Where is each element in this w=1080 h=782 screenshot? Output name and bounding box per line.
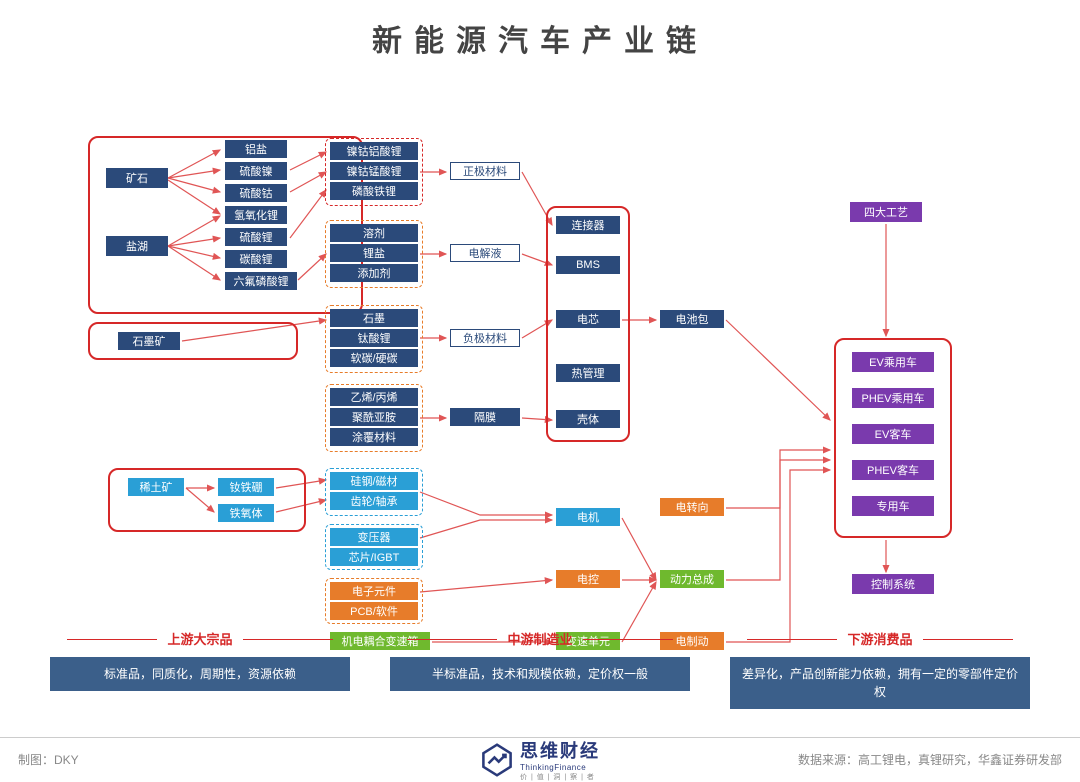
diagram-canvas: 矿石盐湖 铝盐硫酸镍硫酸钴氢氧化锂硫酸锂碳酸锂六氟磷酸锂 镍钴铝酸锂镍钴锰酸锂磷酸铁… — [0, 60, 1080, 660]
node-box: 电解液 — [450, 244, 520, 262]
arrow — [726, 320, 830, 420]
node-box: 聚酰亚胺 — [330, 408, 418, 426]
node-box: 涂覆材料 — [330, 428, 418, 446]
section-title: 上游大宗品 — [157, 629, 242, 648]
node-box: 石墨 — [330, 309, 418, 327]
brand: 思维财经 ThinkingFinance 价 | 值 | 洞 | 察 | 者 — [480, 737, 600, 782]
node-box: 钕铁硼 — [218, 478, 274, 496]
section-title: 中游制造业 — [497, 629, 582, 648]
node-box: 盐湖 — [106, 236, 168, 256]
node-box: EV客车 — [852, 424, 934, 444]
footer-right: 数据来源：高工锂电，真锂研究，华鑫证券研发部 — [798, 751, 1062, 768]
arrow — [726, 460, 830, 580]
node-box: 氢氧化锂 — [225, 206, 287, 224]
node-box: 六氟磷酸锂 — [225, 272, 297, 290]
footer-left: 制图：DKY — [18, 751, 79, 768]
node-box: 电芯 — [556, 310, 620, 328]
node-box: BMS — [556, 256, 620, 274]
node-box: 芯片/IGBT — [330, 548, 418, 566]
section-desc: 差异化，产品创新能力依赖，拥有一定的零部件定价权 — [730, 657, 1030, 709]
node-box: 电池包 — [660, 310, 724, 328]
arrow — [420, 520, 552, 538]
node-box: 齿轮/轴承 — [330, 492, 418, 510]
section: 中游制造业半标准品，技术和规模依赖，定价权一般 — [390, 629, 690, 709]
node-box: 矿石 — [106, 168, 168, 188]
node-box: EV乘用车 — [852, 352, 934, 372]
brand-cn: 思维财经 — [520, 737, 600, 763]
node-box: 专用车 — [852, 496, 934, 516]
node-box: 控制系统 — [852, 574, 934, 594]
arrow — [726, 450, 830, 508]
node-box: PCB/软件 — [330, 602, 418, 620]
sections-row: 上游大宗品标准品，同质化，周期性，资源依赖中游制造业半标准品，技术和规模依赖，定… — [0, 629, 1080, 709]
arrow — [726, 470, 830, 642]
node-box: 铝盐 — [225, 140, 287, 158]
section-desc: 半标准品，技术和规模依赖，定价权一般 — [390, 657, 690, 691]
node-box: 镍钴铝酸锂 — [330, 142, 418, 160]
section: 下游消费品差异化，产品创新能力依赖，拥有一定的零部件定价权 — [730, 629, 1030, 709]
arrow — [420, 492, 552, 515]
section-desc: 标准品，同质化，周期性，资源依赖 — [50, 657, 350, 691]
node-box: 乙烯/丙烯 — [330, 388, 418, 406]
node-box: 硫酸钴 — [225, 184, 287, 202]
node-box: 钛酸锂 — [330, 329, 418, 347]
node-box: 电子元件 — [330, 582, 418, 600]
footer: 制图：DKY 思维财经 ThinkingFinance 价 | 值 | 洞 | … — [0, 737, 1080, 781]
node-box: PHEV乘用车 — [852, 388, 934, 408]
node-box: 镍钴锰酸锂 — [330, 162, 418, 180]
node-box: 电转向 — [660, 498, 724, 516]
node-box: 软碳/硬碳 — [330, 349, 418, 367]
node-box: 硫酸镍 — [225, 162, 287, 180]
node-box: 铁氧体 — [218, 504, 274, 522]
node-box: 硫酸锂 — [225, 228, 287, 246]
arrow — [420, 580, 552, 592]
node-box: PHEV客车 — [852, 460, 934, 480]
node-box: 电控 — [556, 570, 620, 588]
node-box: 隔膜 — [450, 408, 520, 426]
node-box: 连接器 — [556, 216, 620, 234]
node-box: 磷酸铁锂 — [330, 182, 418, 200]
node-box: 锂盐 — [330, 244, 418, 262]
section: 上游大宗品标准品，同质化，周期性，资源依赖 — [50, 629, 350, 709]
node-box: 热管理 — [556, 364, 620, 382]
node-box: 稀土矿 — [128, 478, 184, 496]
section-title: 下游消费品 — [837, 629, 922, 648]
node-box: 变压器 — [330, 528, 418, 546]
brand-en: ThinkingFinance — [520, 763, 600, 772]
node-box: 正极材料 — [450, 162, 520, 180]
node-box: 壳体 — [556, 410, 620, 428]
node-box: 动力总成 — [660, 570, 724, 588]
brand-logo-icon — [480, 743, 514, 777]
node-box: 电机 — [556, 508, 620, 526]
node-box: 溶剂 — [330, 224, 418, 242]
page-title: 新能源汽车产业链 — [0, 0, 1080, 60]
node-box: 负极材料 — [450, 329, 520, 347]
arrow — [622, 518, 656, 580]
node-box: 石墨矿 — [118, 332, 180, 350]
node-box: 添加剂 — [330, 264, 418, 282]
node-box: 四大工艺 — [850, 202, 922, 222]
node-box: 碳酸锂 — [225, 250, 287, 268]
node-box: 硅钢/磁材 — [330, 472, 418, 490]
